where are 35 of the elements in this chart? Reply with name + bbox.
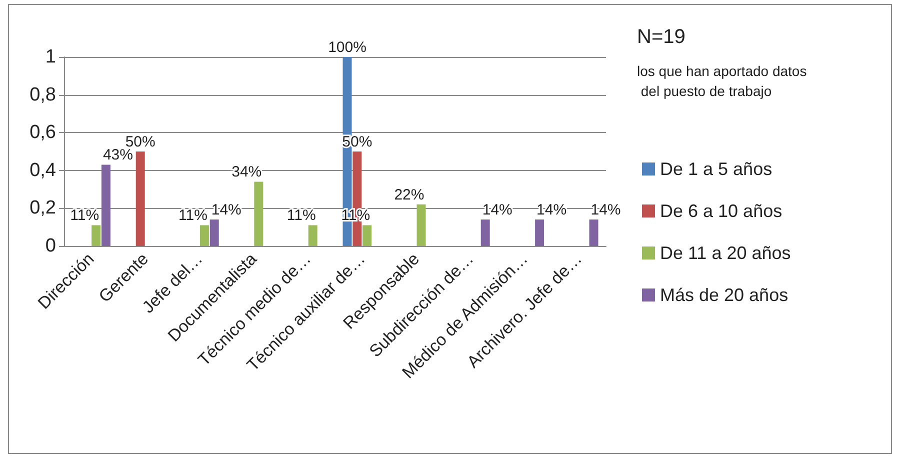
legend-label: De 6 a 10 años [660,201,782,221]
data-label: 100% [328,39,366,56]
data-label: 11% [70,207,100,224]
y-tick-label: 0,4 [30,160,56,181]
bar [416,204,426,246]
y-tick-label: 0,2 [30,198,56,219]
y-tick-label: 0,6 [30,122,56,144]
bar [362,225,372,246]
bar [210,220,219,246]
data-label: 11% [341,207,370,224]
bar [136,152,145,246]
data-label: 11% [286,207,316,224]
data-label: 14% [211,202,242,219]
bar [200,225,209,246]
y-tick-label: 1 [45,46,56,68]
data-label: 14% [590,202,621,219]
data-label: 34% [232,164,262,181]
bar [92,225,101,246]
bar [308,225,318,246]
bar [589,220,598,246]
data-label: 22% [394,186,424,204]
bar [535,220,544,246]
data-label: 11% [178,207,208,224]
bar [254,182,264,246]
legend-label: Más de 20 años [660,285,788,305]
data-label: 14% [482,202,512,219]
bar [480,220,490,246]
y-tick-label: 0 [45,236,56,256]
data-label: 14% [536,202,567,219]
y-tick-label: 0,8 [30,84,56,106]
legend-label: De 11 a 20 años [660,243,791,263]
text: los que han aportado datos del puesto de trabajo [637,63,807,99]
text: N=19 [637,26,686,48]
bar [101,164,110,246]
legend-label: De 1 a 5 años [660,159,772,179]
